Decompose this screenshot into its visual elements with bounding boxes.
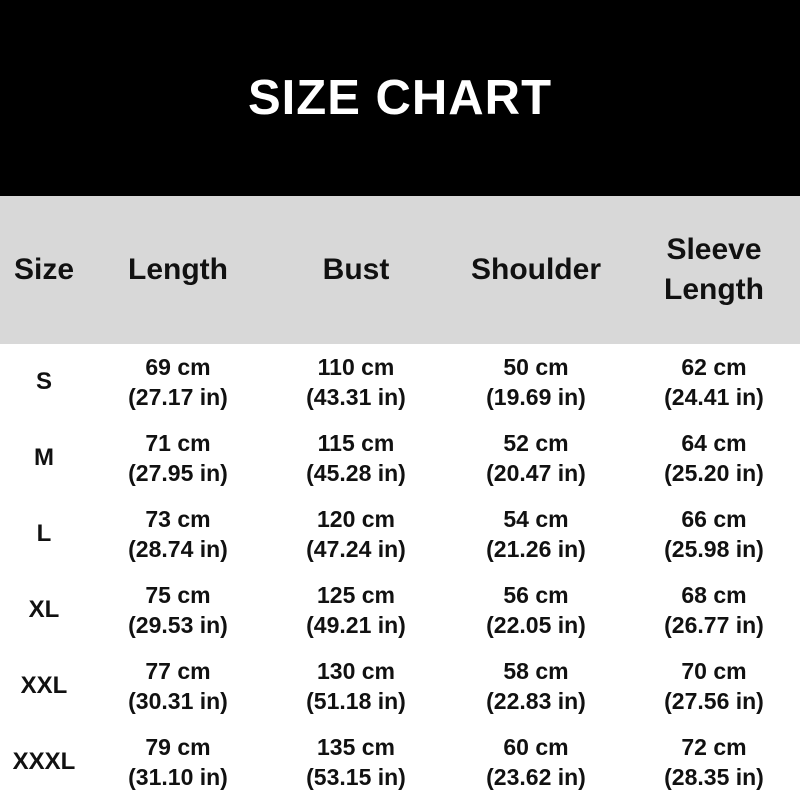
in-value: (19.69 in) (486, 384, 586, 410)
cell-length: 69 cm (27.17 in) (88, 352, 268, 412)
table-row-s: S 69 cm (27.17 in) 110 cm (43.31 in) 50 … (0, 344, 800, 420)
cm-value: 52 cm (503, 430, 569, 456)
cell-bust: 135 cm (53.15 in) (268, 732, 444, 792)
size-label: L (36, 520, 52, 547)
in-value: (21.26 in) (486, 536, 586, 562)
cell-shoulder: 50 cm (19.69 in) (444, 352, 628, 412)
cm-value: 71 cm (145, 430, 211, 456)
cm-value: 66 cm (681, 506, 747, 532)
in-value: (53.15 in) (306, 764, 406, 790)
cell-sleeve: 62 cm (24.41 in) (628, 352, 800, 412)
size-label: M (34, 444, 54, 471)
cell-bust: 110 cm (43.31 in) (268, 352, 444, 412)
cm-value: 115 cm (317, 430, 395, 456)
table-row-xxxl: XXXL 79 cm (31.10 in) 135 cm (53.15 in) … (0, 724, 800, 800)
size-label: XL (28, 596, 60, 623)
in-value: (24.41 in) (664, 384, 764, 410)
table-row-l: L 73 cm (28.74 in) 120 cm (47.24 in) 54 … (0, 496, 800, 572)
cell-shoulder: 52 cm (20.47 in) (444, 428, 628, 488)
cm-value: 64 cm (681, 430, 747, 456)
in-value: (20.47 in) (486, 460, 586, 486)
in-value: (28.35 in) (664, 764, 764, 790)
cell-bust: 130 cm (51.18 in) (268, 656, 444, 716)
cell-sleeve: 66 cm (25.98 in) (628, 504, 800, 564)
page-title: SIZE CHART (248, 71, 552, 125)
table-row-xl: XL 75 cm (29.53 in) 125 cm (49.21 in) 56… (0, 572, 800, 648)
in-value: (45.28 in) (306, 460, 406, 486)
cell-length: 79 cm (31.10 in) (88, 732, 268, 792)
cm-value: 70 cm (681, 658, 747, 684)
in-value: (22.83 in) (486, 688, 586, 714)
size-label: S (35, 368, 52, 395)
cm-value: 60 cm (503, 734, 569, 760)
in-value: (51.18 in) (306, 688, 406, 714)
table-header-row: Size Length Bust Shoulder Sleeve Length (0, 196, 800, 344)
title-banner: SIZE CHART (0, 0, 800, 196)
cm-value: 125 cm (316, 582, 395, 608)
in-value: (31.10 in) (128, 764, 228, 790)
cm-value: 110 cm (317, 354, 395, 380)
in-value: (25.98 in) (664, 536, 764, 562)
in-value: (43.31 in) (306, 384, 406, 410)
cell-length: 71 cm (27.95 in) (88, 428, 268, 488)
cm-value: 72 cm (681, 734, 747, 760)
table-row-m: M 71 cm (27.95 in) 115 cm (45.28 in) 52 … (0, 420, 800, 496)
cm-value: 56 cm (503, 582, 569, 608)
cm-value: 75 cm (145, 582, 211, 608)
in-value: (49.21 in) (306, 612, 406, 638)
column-header-length: Length (128, 253, 228, 286)
cm-value: 130 cm (316, 658, 395, 684)
cell-sleeve: 64 cm (25.20 in) (628, 428, 800, 488)
cm-value: 135 cm (316, 734, 395, 760)
in-value: (23.62 in) (486, 764, 586, 790)
in-value: (26.77 in) (664, 612, 764, 638)
column-header-shoulder: Shoulder (470, 253, 601, 286)
in-value: (47.24 in) (306, 536, 406, 562)
cm-value: 54 cm (503, 506, 569, 532)
cell-bust: 115 cm (45.28 in) (268, 428, 444, 488)
in-value: (28.74 in) (128, 536, 228, 562)
in-value: (27.95 in) (128, 460, 228, 486)
cell-shoulder: 54 cm (21.26 in) (444, 504, 628, 564)
cell-length: 77 cm (30.31 in) (88, 656, 268, 716)
cm-value: 79 cm (145, 734, 211, 760)
cell-sleeve: 70 cm (27.56 in) (628, 656, 800, 716)
in-value: (29.53 in) (128, 612, 228, 638)
column-header-bust: Bust (322, 253, 390, 286)
cell-bust: 125 cm (49.21 in) (268, 580, 444, 640)
in-value: (30.31 in) (128, 688, 228, 714)
in-value: (22.05 in) (486, 612, 586, 638)
cell-sleeve: 72 cm (28.35 in) (628, 732, 800, 792)
column-header-size: Size (13, 253, 75, 286)
in-value: (25.20 in) (664, 460, 764, 486)
cell-shoulder: 58 cm (22.83 in) (444, 656, 628, 716)
cell-length: 73 cm (28.74 in) (88, 504, 268, 564)
cell-sleeve: 68 cm (26.77 in) (628, 580, 800, 640)
in-value: (27.56 in) (664, 688, 764, 714)
cell-length: 75 cm (29.53 in) (88, 580, 268, 640)
cm-value: 58 cm (503, 658, 569, 684)
cm-value: 69 cm (145, 354, 211, 380)
cm-value: 120 cm (316, 506, 395, 532)
cm-value: 50 cm (503, 354, 569, 380)
in-value: (27.17 in) (128, 384, 228, 410)
column-header-sleeve-length: Sleeve Length (664, 233, 764, 306)
table-row-xxl: XXL 77 cm (30.31 in) 130 cm (51.18 in) 5… (0, 648, 800, 724)
cell-bust: 120 cm (47.24 in) (268, 504, 444, 564)
cm-value: 62 cm (681, 354, 747, 380)
cm-value: 68 cm (681, 582, 747, 608)
size-label: XXL (20, 672, 68, 699)
cm-value: 73 cm (145, 506, 211, 532)
size-label: XXXL (12, 748, 76, 775)
cell-shoulder: 60 cm (23.62 in) (444, 732, 628, 792)
cell-shoulder: 56 cm (22.05 in) (444, 580, 628, 640)
cm-value: 77 cm (145, 658, 211, 684)
